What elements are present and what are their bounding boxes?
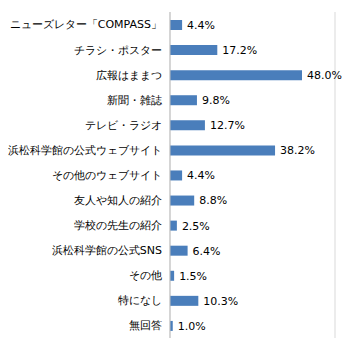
svg-text:48.0%: 48.0% (307, 69, 342, 82)
svg-text:無回答: 無回答 (129, 319, 162, 332)
svg-text:38.2%: 38.2% (280, 144, 315, 157)
svg-text:その他のウェブサイト: その他のウェブサイト (52, 169, 162, 182)
svg-text:その他: その他 (129, 269, 162, 282)
svg-text:10.3%: 10.3% (203, 295, 238, 308)
svg-text:17.2%: 17.2% (222, 44, 257, 57)
svg-text:4.4%: 4.4% (187, 19, 215, 32)
svg-text:学校の先生の紹介: 学校の先生の紹介 (74, 219, 162, 232)
svg-text:1.5%: 1.5% (179, 270, 207, 283)
svg-text:チラシ・ポスター: チラシ・ポスター (74, 44, 162, 57)
svg-text:8.8%: 8.8% (199, 194, 227, 207)
svg-text:4.4%: 4.4% (187, 169, 215, 182)
svg-text:12.7%: 12.7% (210, 119, 245, 132)
svg-text:2.5%: 2.5% (182, 220, 210, 233)
svg-text:特になし: 特になし (118, 294, 162, 307)
svg-text:浜松科学館の公式SNS: 浜松科学館の公式SNS (52, 244, 162, 257)
svg-text:テレビ・ラジオ: テレビ・ラジオ (85, 119, 162, 132)
svg-text:6.4%: 6.4% (193, 245, 221, 258)
svg-text:ニューズレター「COMPASS」: ニューズレター「COMPASS」 (10, 18, 162, 31)
svg-text:新聞・雑誌: 新聞・雑誌 (107, 94, 162, 107)
svg-text:9.8%: 9.8% (202, 94, 230, 107)
svg-text:1.0%: 1.0% (178, 320, 206, 333)
svg-text:浜松科学館の公式ウェブサイト: 浜松科学館の公式ウェブサイト (8, 144, 162, 157)
svg-text:広報はままつ: 広報はままつ (96, 69, 162, 82)
svg-text:友人や知人の紹介: 友人や知人の紹介 (74, 194, 162, 207)
